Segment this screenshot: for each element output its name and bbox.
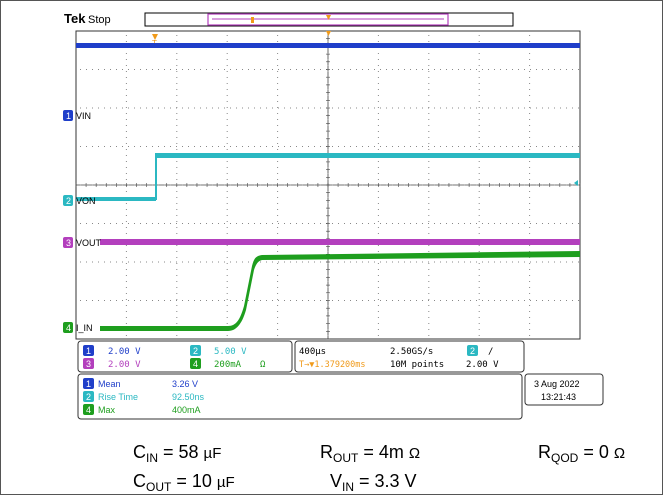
svg-text:1: 1: [86, 379, 91, 389]
svg-text:2.00 V: 2.00 V: [108, 360, 141, 370]
caption-rout: ROUT = 4m Ω: [320, 442, 421, 465]
oscilloscope-screen: Tek Stop T 1 VIN 2 VON 3 VOUT: [63, 11, 604, 420]
trigger-source[interactable]: 2 /: [467, 345, 493, 357]
caption-vin: VIN = 3.3 V: [330, 471, 417, 494]
ch3-trace: [100, 239, 580, 245]
record-trigger-marker: [251, 17, 254, 23]
svg-text:3: 3: [86, 359, 91, 369]
svg-text:5.00 V: 5.00 V: [214, 347, 247, 357]
measurement-name: Rise Time: [98, 392, 138, 402]
graticule-grid: [75, 30, 581, 340]
measurement-value: 3.26 V: [172, 379, 198, 389]
ch4-label: I_IN: [76, 323, 93, 333]
channel-scale-panel: [77, 340, 293, 373]
svg-text:200mA: 200mA: [214, 360, 242, 370]
svg-text:2: 2: [66, 196, 71, 206]
ch2-scale[interactable]: 2 5.00 V: [190, 345, 247, 357]
ch2-marker[interactable]: 2: [63, 195, 73, 206]
ch1-trace: [76, 43, 580, 48]
measurement-name: Max: [98, 405, 116, 415]
svg-text:4: 4: [86, 405, 91, 415]
horizontal-scale[interactable]: 400µs: [299, 347, 326, 357]
ch2-label: VON: [76, 196, 96, 206]
svg-text:4: 4: [66, 323, 71, 333]
caption-rqod: RQOD = 0 Ω: [538, 442, 626, 465]
date-readout: 3 Aug 2022: [534, 379, 580, 389]
measurement-channel-badge: [83, 391, 94, 402]
svg-text:1: 1: [86, 346, 91, 356]
measurement-value: 400mA: [172, 405, 201, 415]
svg-text:Ω: Ω: [260, 360, 266, 370]
svg-text:2: 2: [86, 392, 91, 402]
measurement-row[interactable]: 2 Rise Time 92.50ns: [83, 391, 205, 402]
svg-text:3: 3: [66, 238, 71, 248]
ch3-scale[interactable]: 3 2.00 V: [83, 358, 141, 370]
caption-cin: CIN = 58 µF: [133, 442, 222, 465]
ch3-label: VOUT: [76, 238, 102, 248]
ch4-scale[interactable]: 4 200mA Ω: [190, 358, 266, 370]
acquisition-state: Stop: [88, 14, 111, 26]
measurement-channel-badge: [83, 404, 94, 415]
time-readout: 13:21:43: [541, 392, 576, 402]
svg-text:2: 2: [193, 346, 198, 356]
ch1-scale[interactable]: 1 2.00 V: [83, 345, 141, 357]
caption-cout: COUT = 10 µF: [133, 471, 235, 494]
ch1-label: VIN: [76, 111, 91, 121]
trigger-position-marker: [152, 34, 158, 40]
measurements-panel: [77, 373, 523, 420]
svg-text:/: /: [488, 347, 493, 357]
sample-rate: 2.50GS/s: [390, 347, 433, 357]
trigger-level: 2.00 V: [466, 360, 499, 370]
svg-text:4: 4: [193, 359, 198, 369]
datetime-panel: [524, 373, 604, 406]
trigger-level-arrow[interactable]: [574, 180, 578, 186]
ch2-trace: [76, 153, 580, 201]
record-center-marker: [326, 15, 331, 20]
svg-text:2.00 V: 2.00 V: [108, 347, 141, 357]
ch3-marker[interactable]: 3: [63, 237, 73, 248]
record-length: 10M points: [390, 360, 444, 370]
expansion-point-marker: [326, 31, 331, 36]
svg-text:2: 2: [470, 346, 475, 356]
timebase-panel: [294, 340, 525, 373]
trigger-position[interactable]: T→▼1.379200ms: [299, 360, 366, 370]
measurement-value: 92.50ns: [172, 392, 205, 402]
measurement-row[interactable]: 1 Mean 3.26 V: [83, 378, 198, 389]
ch4-marker[interactable]: 4: [63, 322, 73, 333]
measurement-channel-badge: [83, 378, 94, 389]
brand-logo: Tek: [64, 11, 86, 26]
svg-text:1: 1: [66, 111, 71, 121]
ch1-marker[interactable]: 1: [63, 110, 73, 121]
measurement-row[interactable]: 4 Max 400mA: [83, 404, 201, 415]
measurement-name: Mean: [98, 379, 121, 389]
